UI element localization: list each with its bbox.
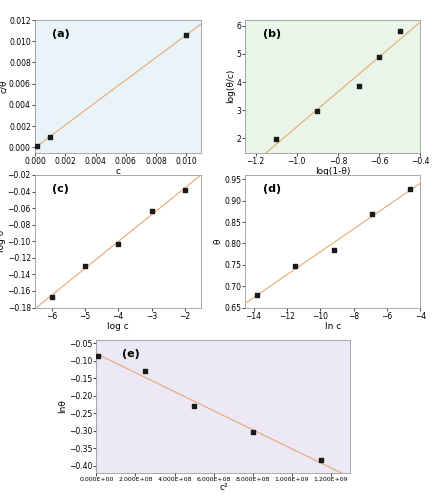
Point — [318, 456, 325, 464]
Point — [48, 292, 55, 300]
Point — [407, 184, 414, 192]
Point — [273, 135, 280, 143]
Point — [81, 262, 88, 270]
Y-axis label: log(θ/c): log(θ/c) — [226, 69, 235, 103]
Point — [142, 368, 149, 376]
Point — [355, 82, 362, 90]
Y-axis label: log θ: log θ — [0, 230, 6, 252]
Point — [292, 262, 299, 270]
Text: (c): (c) — [52, 184, 69, 194]
Text: (b): (b) — [263, 30, 281, 40]
X-axis label: ln c: ln c — [325, 322, 341, 331]
Y-axis label: lnθ: lnθ — [58, 400, 67, 413]
Point — [314, 107, 321, 115]
Point — [330, 246, 337, 254]
Point — [95, 352, 102, 360]
X-axis label: c: c — [116, 167, 121, 176]
Y-axis label: c/θ: c/θ — [0, 80, 7, 93]
Point — [181, 186, 188, 194]
Y-axis label: θ: θ — [214, 238, 223, 244]
Point — [369, 210, 376, 218]
Point — [33, 142, 40, 150]
Point — [148, 208, 155, 216]
Text: (d): (d) — [263, 184, 281, 194]
Point — [191, 402, 198, 410]
Point — [376, 54, 383, 62]
Point — [115, 240, 122, 248]
Point — [396, 26, 403, 34]
Point — [47, 132, 54, 140]
X-axis label: log(1-θ): log(1-θ) — [315, 167, 350, 176]
Point — [183, 31, 190, 39]
X-axis label: c²: c² — [219, 483, 228, 492]
X-axis label: log c: log c — [107, 322, 129, 331]
Text: (e): (e) — [122, 350, 140, 360]
Text: (a): (a) — [52, 30, 70, 40]
Point — [254, 290, 261, 298]
Point — [249, 428, 256, 436]
